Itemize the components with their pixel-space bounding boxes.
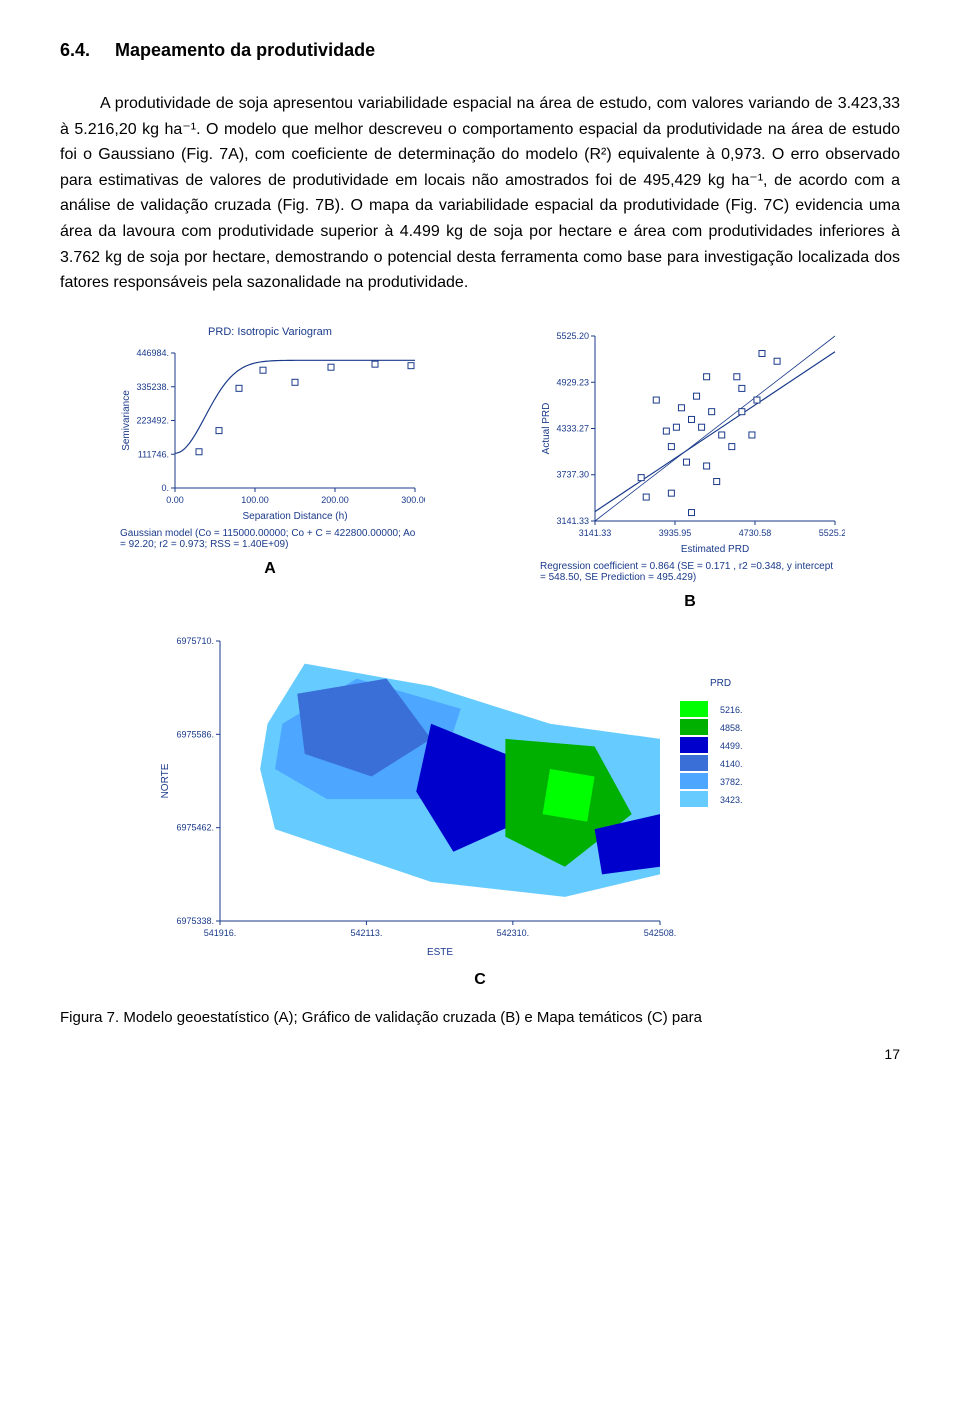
chart-a-title: PRD: Isotropic Variogram — [208, 326, 332, 338]
svg-text:Estimated PRD: Estimated PRD — [681, 544, 749, 555]
svg-text:Semivariance: Semivariance — [121, 390, 132, 451]
svg-text:0.00: 0.00 — [166, 495, 184, 505]
figure-b: 3141.33 3737.30 4333.27 4929.23 5525.20 3141.… — [535, 326, 845, 611]
section-heading: 6.4. Mapeamento da produtividade — [60, 40, 900, 61]
figure-caption: Figura 7. Modelo geoestatístico (A); Grá… — [60, 1009, 900, 1026]
figure-label-a: A — [264, 560, 276, 578]
svg-text:0.: 0. — [161, 483, 169, 493]
svg-text:542310.: 542310. — [497, 928, 530, 938]
svg-text:3935.95: 3935.95 — [659, 528, 692, 538]
svg-text:4499.: 4499. — [720, 741, 743, 751]
svg-text:542113.: 542113. — [350, 928, 382, 938]
svg-text:3141.33: 3141.33 — [556, 516, 589, 526]
chart-b-caption: Regression coefficient = 0.864 (SE = 0.1… — [540, 561, 840, 583]
svg-text:6975586.: 6975586. — [176, 729, 214, 739]
svg-text:3141.33: 3141.33 — [579, 528, 612, 538]
svg-text:3423.: 3423. — [720, 795, 743, 805]
svg-text:4730.58: 4730.58 — [739, 528, 772, 538]
svg-text:541916.: 541916. — [204, 928, 237, 938]
svg-text:200.00: 200.00 — [321, 495, 349, 505]
svg-text:100.00: 100.00 — [241, 495, 269, 505]
svg-text:5216.: 5216. — [720, 705, 743, 715]
svg-text:6975710.: 6975710. — [176, 636, 214, 646]
svg-text:ESTE: ESTE — [427, 947, 453, 958]
svg-text:5525.20: 5525.20 — [556, 331, 589, 341]
section-title: Mapeamento da produtividade — [115, 40, 375, 60]
svg-text:4333.27: 4333.27 — [556, 423, 589, 433]
figure-label-c: C — [474, 971, 486, 989]
chart-a-caption: Gaussian model (Co = 115000.00000; Co + … — [120, 528, 420, 550]
svg-text:6975338.: 6975338. — [176, 916, 214, 926]
svg-text:446984.: 446984. — [136, 348, 169, 358]
svg-text:111746.: 111746. — [138, 449, 169, 459]
figure-a: PRD: Isotropic Variogram 0. 111746. 223492… — [115, 326, 425, 578]
svg-text:4929.23: 4929.23 — [556, 377, 589, 387]
page-number: 17 — [60, 1046, 900, 1062]
svg-text:5525.20: 5525.20 — [819, 528, 845, 538]
svg-text:NORTE: NORTE — [160, 763, 171, 798]
section-number: 6.4. — [60, 40, 90, 60]
variogram-chart: 0. 111746. 223492. 335238. 446984. 0.00 100.00… — [115, 343, 425, 523]
svg-text:4858.: 4858. — [720, 723, 743, 733]
figure-c: 6975338. 6975462. 6975586. 6975710. 541916. 5… — [60, 631, 900, 989]
svg-text:Separation Distance (h): Separation Distance (h) — [242, 511, 347, 522]
svg-text:4140.: 4140. — [720, 759, 743, 769]
svg-text:542508.: 542508. — [644, 928, 677, 938]
map-chart: 6975338. 6975462. 6975586. 6975710. 541916. 5… — [150, 631, 810, 961]
body-paragraph: A produtividade de soja apresentou varia… — [60, 91, 900, 296]
scatter-chart: 3141.33 3737.30 4333.27 4929.23 5525.20 3141.… — [535, 326, 845, 556]
svg-text:Actual PRD: Actual PRD — [541, 402, 552, 454]
svg-text:335238.: 335238. — [136, 382, 169, 392]
figure-label-b: B — [684, 593, 696, 611]
svg-text:6975462.: 6975462. — [176, 822, 214, 832]
svg-text:3737.30: 3737.30 — [556, 469, 589, 479]
figures-row-ab: PRD: Isotropic Variogram 0. 111746. 223492… — [60, 326, 900, 611]
svg-text:3782.: 3782. — [720, 777, 743, 787]
svg-text:223492.: 223492. — [136, 415, 169, 425]
svg-text:PRD: PRD — [710, 678, 731, 689]
svg-text:300.00: 300.00 — [401, 495, 425, 505]
